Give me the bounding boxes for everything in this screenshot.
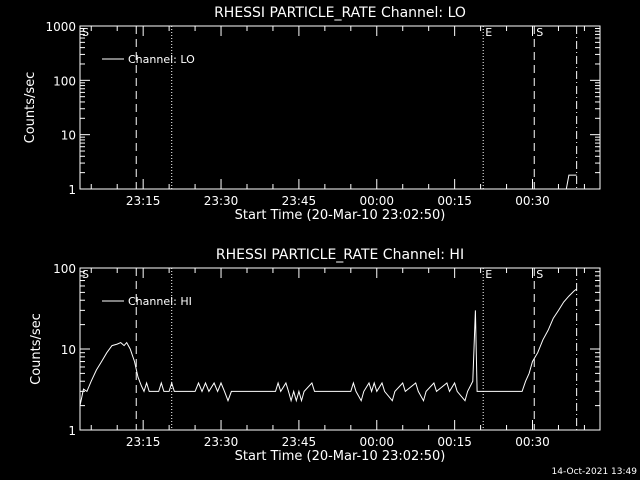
event-marker-label: S: [536, 268, 543, 281]
y-tick-label: 1000: [45, 20, 76, 34]
y-tick-label: 10: [61, 129, 76, 143]
x-tick-label: 23:45: [282, 194, 317, 208]
y-axis-label: Counts/sec: [23, 72, 38, 144]
y-tick-label: 100: [53, 262, 76, 276]
x-tick-label: 00:15: [437, 435, 472, 449]
y-tick-label: 10: [61, 343, 76, 357]
series-line: [565, 174, 577, 190]
x-axis-label: Start Time (20-Mar-10 23:02:50): [235, 449, 446, 464]
y-axis-label: Counts/sec: [29, 313, 44, 385]
x-tick-label: 00:00: [359, 194, 394, 208]
y-tick-label: 100: [53, 74, 76, 88]
x-tick-label: 23:30: [204, 194, 239, 208]
legend-label: Channel: HI: [128, 295, 192, 308]
x-axis-label: Start Time (20-Mar-10 23:02:50): [235, 208, 446, 223]
series-line: [79, 288, 577, 406]
chart-title: RHESSI PARTICLE_RATE Channel: HI: [216, 247, 464, 263]
x-tick-label: 00:00: [359, 435, 394, 449]
x-tick-label: 23:30: [204, 435, 239, 449]
x-tick-label: 00:30: [515, 194, 550, 208]
chart-title: RHESSI PARTICLE_RATE Channel: LO: [214, 5, 466, 21]
chart-panel: RHESSI PARTICLE_RATE Channel: LO 1 10 100 10…: [23, 5, 601, 223]
event-marker-label: S: [82, 268, 89, 281]
x-tick-label: 23:45: [282, 435, 317, 449]
footer-timestamp: 14-Oct-2021 13:49: [552, 467, 638, 477]
event-marker-label: S: [536, 26, 543, 39]
legend-label: Channel: LO: [128, 53, 195, 66]
event-marker-label: S: [82, 26, 89, 39]
x-tick-label: 00:15: [437, 194, 472, 208]
y-tick-label: 1: [68, 183, 76, 197]
y-tick-label: 1: [68, 424, 76, 438]
chart-panels: RHESSI PARTICLE_RATE Channel: LO11010010…: [23, 5, 601, 464]
x-tick-label: 23:15: [126, 435, 161, 449]
event-marker-label: E: [485, 26, 492, 39]
x-tick-label: 23:15: [126, 194, 161, 208]
event-marker-label: E: [485, 268, 492, 281]
chart-panel: RHESSI PARTICLE_RATE Channel: HI 1 10 100 23…: [29, 247, 601, 464]
x-tick-label: 00:30: [515, 435, 550, 449]
